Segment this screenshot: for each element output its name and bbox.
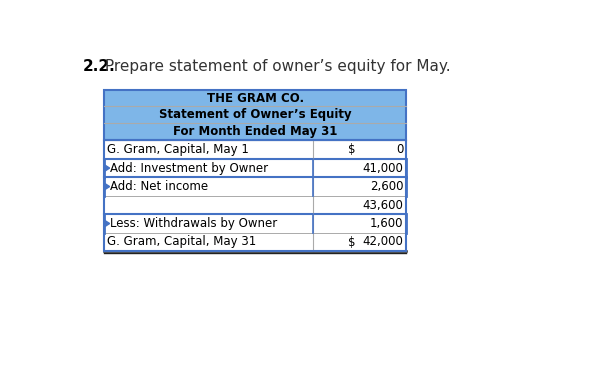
Text: $: $ <box>348 236 356 248</box>
Bar <box>104 123 407 140</box>
Text: Less: Withdrawals by Owner: Less: Withdrawals by Owner <box>111 217 277 230</box>
Bar <box>104 140 407 159</box>
Bar <box>104 89 407 107</box>
Text: 2.2.: 2.2. <box>83 59 115 74</box>
Bar <box>104 140 407 251</box>
Text: G. Gram, Capital, May 31: G. Gram, Capital, May 31 <box>107 236 257 248</box>
Text: THE GRAM CO.: THE GRAM CO. <box>207 92 304 104</box>
Bar <box>104 107 407 123</box>
Polygon shape <box>104 183 109 190</box>
Text: 41,000: 41,000 <box>362 162 403 175</box>
Text: 42,000: 42,000 <box>362 236 403 248</box>
Text: 1,600: 1,600 <box>370 217 403 230</box>
Bar <box>104 89 407 140</box>
Text: 0: 0 <box>396 143 403 156</box>
Text: 2,600: 2,600 <box>370 180 403 193</box>
Polygon shape <box>104 220 109 227</box>
Text: $: $ <box>348 143 356 156</box>
Text: Add: Investment by Owner: Add: Investment by Owner <box>111 162 269 175</box>
Text: For Month Ended May 31: For Month Ended May 31 <box>173 125 337 138</box>
Bar <box>104 214 407 233</box>
Text: Add: Net income: Add: Net income <box>111 180 209 193</box>
Polygon shape <box>104 165 109 172</box>
Text: G. Gram, Capital, May 1: G. Gram, Capital, May 1 <box>107 143 249 156</box>
Text: 43,600: 43,600 <box>362 199 403 212</box>
Bar <box>104 196 407 214</box>
Bar <box>104 177 407 196</box>
Bar <box>104 159 407 177</box>
Text: Statement of Owner’s Equity: Statement of Owner’s Equity <box>159 108 352 122</box>
Text: Prepare statement of owner’s equity for May.: Prepare statement of owner’s equity for … <box>99 59 450 74</box>
Bar <box>104 233 407 251</box>
